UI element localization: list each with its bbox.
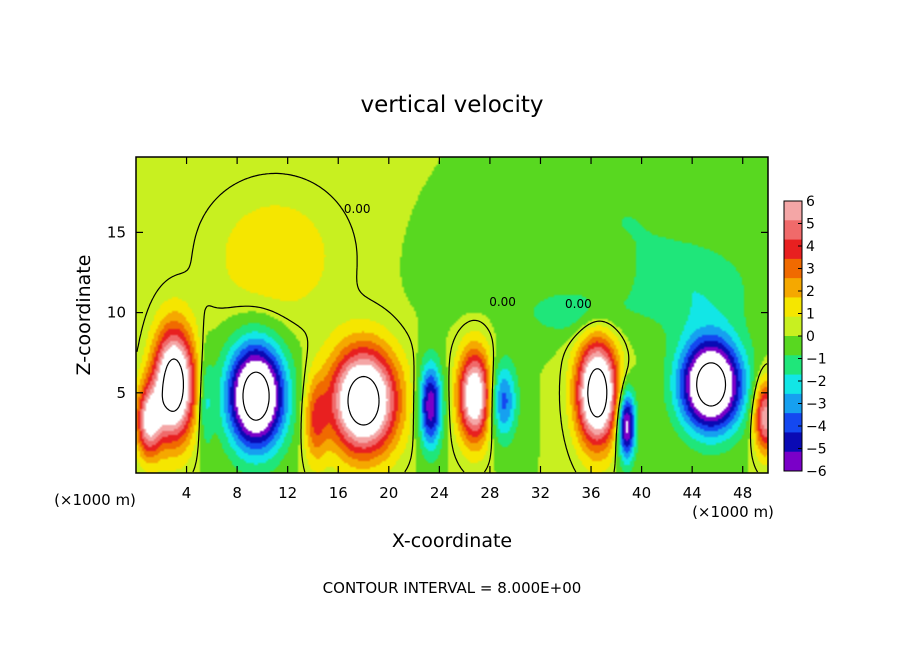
y-tick-label: 10 (107, 304, 126, 322)
y-tick-label: 5 (116, 384, 126, 402)
chart-title: vertical velocity (361, 92, 544, 118)
colorbar-tick-label: 2 (806, 284, 815, 300)
x-axis-label: X-coordinate (392, 530, 512, 552)
x-unit-left: (×1000 m) (54, 491, 136, 509)
colorbar-tick-label: 0 (806, 329, 815, 345)
colorbar-swatch (784, 413, 802, 433)
colorbar-tick-label: −1 (806, 352, 827, 368)
plot-area (136, 157, 768, 473)
x-tick-label: 20 (379, 484, 398, 502)
colorbar-swatch (784, 258, 802, 279)
colorbar-swatch (784, 201, 802, 221)
colorbar-swatch (784, 393, 802, 414)
colorbar: 6 5 4 3 2 1 0 −1 −2 −3 −4 −5 −6 (783, 194, 827, 480)
colorbar-tick-label: 1 (806, 307, 815, 323)
contour-label: 0.00 (565, 297, 592, 311)
colorbar-tick-label: −5 (806, 442, 827, 458)
y-axis-label: Z-coordinate (73, 255, 95, 376)
colorbar-swatch (784, 432, 802, 453)
x-tick-label: 36 (581, 484, 600, 502)
x-tick-label: 4 (182, 484, 192, 502)
x-tick-label: 28 (480, 484, 499, 502)
plot-frame (135, 156, 769, 474)
x-tick-label: 32 (531, 484, 550, 502)
colorbar-swatch (784, 316, 802, 337)
colorbar-tick-label: 5 (806, 217, 815, 233)
x-tick-label: 44 (683, 484, 702, 502)
colorbar-swatch (784, 355, 802, 376)
colorbar-swatch (784, 220, 802, 241)
contour-negative (242, 362, 727, 421)
contour-interval-note: CONTOUR INTERVAL = 8.000E+00 (323, 579, 582, 597)
colorbar-tick-label: −2 (806, 374, 827, 390)
x-tick-label: 16 (329, 484, 348, 502)
x-tick-label: 48 (733, 484, 752, 502)
colorbar-tick-label: 3 (806, 262, 815, 278)
colorbar-swatch (784, 278, 802, 298)
colorbar-swatch (784, 297, 802, 318)
x-tick-label: 24 (430, 484, 449, 502)
x-unit-right: (×1000 m) (692, 503, 774, 521)
x-tick-label: 8 (232, 484, 242, 502)
x-tick-label: 12 (278, 484, 297, 502)
contour-label: 0.00 (344, 202, 371, 216)
contour-zero (136, 172, 768, 473)
colorbar-tick-label: −3 (806, 397, 827, 413)
y-tick-label: 15 (107, 223, 126, 241)
contour-lines: 0.00 0.00 0.00 (136, 172, 768, 473)
x-tick-label: 40 (632, 484, 651, 502)
colorbar-tick-label: −4 (806, 419, 827, 435)
colorbar-tick-label: 4 (806, 239, 815, 255)
contour-label: 0.00 (489, 295, 516, 309)
contour-positive (161, 358, 608, 426)
velocity-field-fill (136, 157, 768, 473)
colorbar-swatch (784, 374, 802, 395)
colorbar-tick-label: 6 (806, 194, 815, 210)
colorbar-swatch (784, 451, 802, 472)
colorbar-tick-label: −6 (806, 464, 827, 480)
colorbar-swatch (784, 239, 802, 260)
colorbar-swatch (784, 336, 802, 356)
